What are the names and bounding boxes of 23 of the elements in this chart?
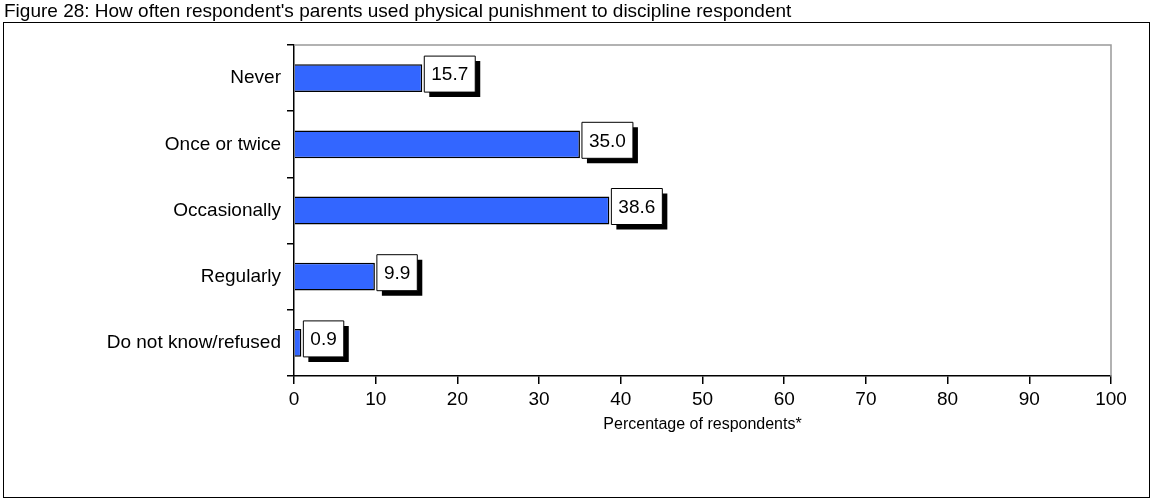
y-tick-label: Once or twice — [164, 132, 281, 154]
x-tick-label: 10 — [365, 387, 387, 409]
data-label: 35.0 — [588, 129, 626, 151]
data-label: 15.7 — [431, 63, 469, 85]
x-tick-label: 100 — [1095, 387, 1127, 409]
x-tick-label: 40 — [610, 387, 632, 409]
y-tick-label: Do not know/refused — [106, 331, 281, 353]
y-tick-label: Occasionally — [173, 198, 282, 220]
data-label: 38.6 — [618, 195, 656, 217]
x-axis-title: Percentage of respondents* — [603, 414, 802, 432]
x-tick-label: 60 — [773, 387, 795, 409]
y-tick-label: Regularly — [200, 264, 282, 286]
x-tick-label: 20 — [446, 387, 468, 409]
data-label: 9.9 — [383, 261, 411, 283]
y-tick-label: Never — [230, 66, 282, 88]
x-tick-label: 70 — [855, 387, 877, 409]
data-label: 0.9 — [310, 328, 337, 350]
x-tick-label: 90 — [1018, 387, 1040, 409]
x-tick-label: 50 — [691, 387, 714, 409]
x-tick-label: 80 — [937, 387, 959, 409]
x-tick-label: 30 — [528, 387, 550, 409]
x-tick-label: 0 — [288, 387, 300, 409]
chart-title: Figure 28: How often respondent's parents used physical punishment to discipline respondent — [4, 0, 792, 21]
